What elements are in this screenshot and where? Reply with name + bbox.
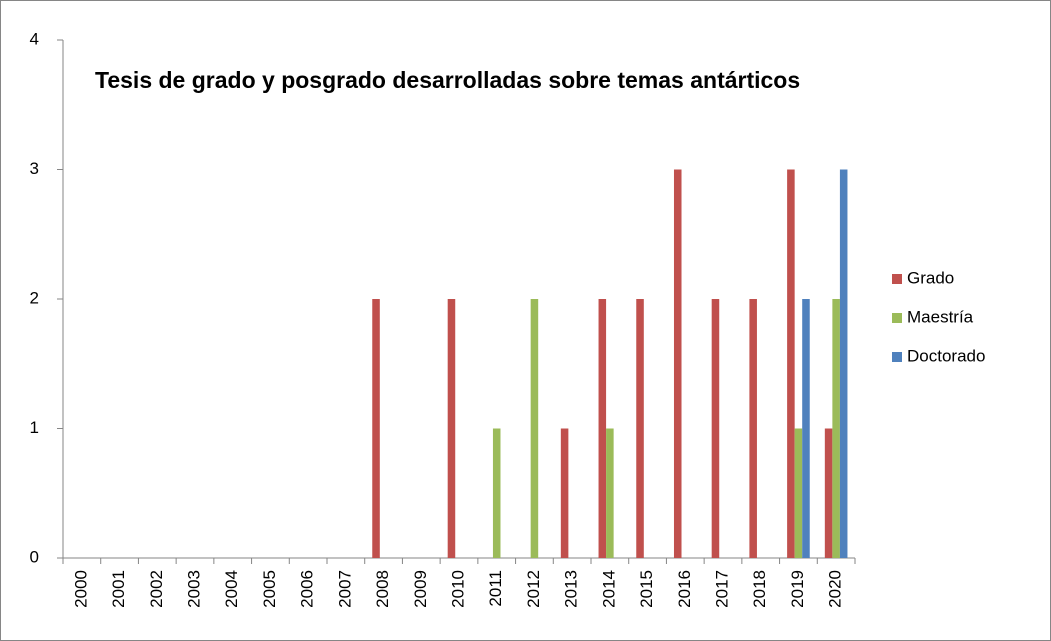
x-tick-label: 2016 [675, 570, 694, 608]
bar [711, 299, 720, 558]
y-tick-label: 3 [30, 159, 39, 178]
x-tick-label: 2004 [222, 570, 241, 608]
bar [749, 299, 757, 558]
x-tick-label: 2013 [562, 570, 581, 608]
x-tick-label: 2011 [486, 570, 505, 607]
x-tick-label: 2018 [750, 570, 769, 608]
legend-swatch [892, 313, 902, 323]
x-tick-label: 2020 [826, 570, 845, 608]
legend-label: Doctorado [907, 346, 985, 365]
x-tick-label: 2003 [184, 570, 203, 608]
x-tick-label: 2012 [524, 570, 543, 608]
chart-title: Tesis de grado y posgrado desarrolladas … [95, 67, 800, 93]
bar [598, 299, 607, 558]
x-tick-label: 2009 [411, 570, 430, 608]
legend-swatch [892, 352, 902, 362]
bar [802, 299, 810, 558]
bar [673, 169, 682, 558]
x-tick-label: 2007 [335, 570, 354, 608]
x-tick-label: 2002 [147, 570, 166, 608]
x-tick-label: 2005 [260, 570, 279, 608]
bar [824, 428, 833, 558]
bar [447, 299, 456, 558]
bar [492, 428, 501, 558]
y-tick-label: 4 [30, 29, 39, 48]
x-tick-label: 2017 [712, 570, 731, 608]
y-tick-label: 0 [30, 547, 39, 566]
y-tick-label: 2 [30, 288, 39, 307]
x-tick-label: 2000 [71, 570, 90, 608]
bar [606, 428, 614, 558]
x-tick-label: 2008 [373, 570, 392, 608]
bar [530, 299, 539, 558]
bar [832, 299, 840, 558]
x-tick-label: 2001 [109, 570, 128, 608]
y-tick-label: 1 [30, 418, 39, 437]
bar [794, 428, 803, 558]
bar [839, 169, 848, 558]
x-tick-label: 2019 [788, 570, 807, 608]
x-tick-label: 2014 [599, 570, 618, 608]
bar [560, 428, 569, 558]
bar [372, 299, 380, 558]
x-tick-label: 2006 [298, 570, 317, 608]
legend-label: Grado [907, 268, 954, 287]
bar [636, 299, 644, 558]
bar [787, 169, 795, 558]
x-tick-label: 2015 [637, 570, 656, 608]
legend-label: Maestría [907, 307, 974, 326]
legend-swatch [892, 274, 902, 284]
x-tick-label: 2010 [448, 570, 467, 608]
